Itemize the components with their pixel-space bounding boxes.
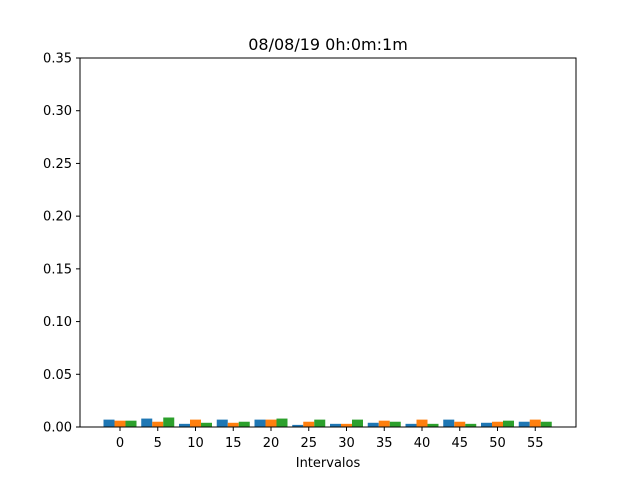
bar-5-series-1 — [141, 418, 153, 427]
bar-40-series-2 — [416, 419, 428, 427]
bar-25-series-3 — [314, 419, 326, 427]
y-tick-label: 0.05 — [43, 368, 72, 383]
x-tick-label: 5 — [154, 436, 162, 451]
x-tick-label: 0 — [116, 436, 124, 451]
chart-title: 08/08/19 0h:0m:1m — [248, 35, 408, 54]
bar-55-series-1 — [518, 421, 530, 427]
x-tick-label: 20 — [263, 436, 280, 451]
bar-15-series-1 — [216, 419, 228, 427]
bar-5-series-3 — [163, 417, 175, 427]
y-tick-label: 0.00 — [43, 421, 72, 436]
bar-25-series-1 — [292, 424, 304, 427]
y-axis: 0.00 0.05 0.10 0.15 0.20 0.25 0.30 0.35 — [43, 52, 80, 436]
bar-10-series-1 — [179, 423, 190, 427]
bar-45-series-1 — [443, 419, 455, 427]
bar-15-series-3 — [238, 421, 250, 427]
bars-group — [103, 417, 552, 427]
bar-55-series-2 — [529, 419, 541, 427]
bar-45-series-3 — [465, 423, 477, 427]
x-axis-label: Intervalos — [296, 456, 361, 471]
y-tick-label: 0.20 — [43, 210, 72, 225]
x-tick-label: 25 — [300, 436, 317, 451]
bar-55-series-3 — [540, 421, 552, 427]
bar-5-series-2 — [152, 421, 164, 427]
bar-35-series-1 — [367, 422, 379, 427]
x-tick-label: 30 — [338, 436, 355, 451]
x-tick-label: 10 — [187, 436, 204, 451]
bar-15-series-2 — [227, 422, 239, 427]
bar-30-series-2 — [341, 423, 352, 427]
bar-35-series-2 — [378, 420, 390, 427]
bar-50-series-3 — [503, 420, 514, 427]
bar-25-series-2 — [303, 421, 315, 427]
bar-20-series-2 — [265, 419, 277, 427]
bar-10-series-2 — [190, 419, 201, 427]
bar-40-series-3 — [427, 423, 439, 427]
bar-20-series-1 — [254, 419, 266, 427]
x-tick-label: 15 — [225, 436, 242, 451]
y-tick-label: 0.15 — [43, 262, 72, 277]
bar-30-series-1 — [330, 423, 341, 427]
x-tick-label: 50 — [489, 436, 506, 451]
x-tick-label: 45 — [451, 436, 468, 451]
plot-frame — [79, 57, 577, 428]
y-tick-label: 0.35 — [43, 52, 72, 67]
y-tick-label: 0.10 — [43, 315, 72, 330]
x-tick-label: 35 — [376, 436, 393, 451]
bar-0-series-2 — [114, 420, 126, 427]
bar-30-series-3 — [352, 419, 363, 427]
bar-50-series-1 — [481, 422, 492, 427]
y-tick-label: 0.25 — [43, 157, 72, 172]
x-tick-label: 40 — [414, 436, 431, 451]
bar-10-series-3 — [201, 422, 212, 427]
bar-35-series-3 — [389, 421, 401, 427]
bar-40-series-1 — [405, 423, 417, 427]
bar-0-series-3 — [125, 420, 137, 427]
y-tick-label: 0.30 — [43, 104, 72, 119]
bar-20-series-3 — [276, 418, 288, 427]
bar-50-series-2 — [492, 421, 503, 427]
x-tick-label: 55 — [527, 436, 544, 451]
x-axis: 0 5 10 15 20 25 30 35 40 45 50 55 — [116, 427, 544, 451]
bar-45-series-2 — [454, 421, 466, 427]
bar-0-series-1 — [103, 419, 115, 427]
